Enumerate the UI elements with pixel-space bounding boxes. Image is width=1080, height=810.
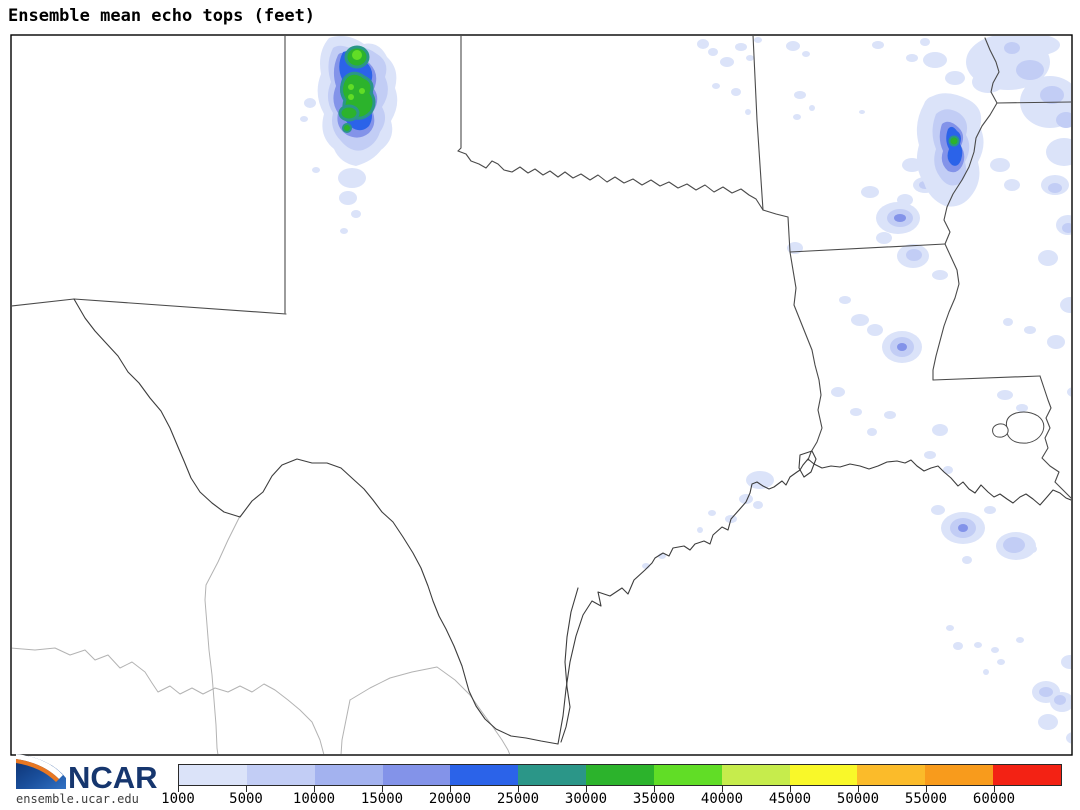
colorbar-tick xyxy=(722,786,723,792)
colorbar-segment xyxy=(993,765,1061,785)
padre-island-barrier xyxy=(560,587,579,743)
mexico-state-borders xyxy=(12,515,511,754)
colorbar-segment xyxy=(653,765,722,785)
colorbar-tick xyxy=(518,786,519,792)
texas-oklahoma-border xyxy=(457,36,462,152)
arkansas-louisiana-border xyxy=(789,243,946,253)
colorbar-segment xyxy=(925,765,994,785)
colorbar-tick-label: 10000 xyxy=(292,791,336,807)
louisiana-gulf-coast xyxy=(807,458,1071,506)
tennessee-mississippi-border xyxy=(996,101,1071,104)
colorbar-tick-label: 30000 xyxy=(564,791,608,807)
lake-maurepas xyxy=(992,423,1009,438)
galveston-bay xyxy=(798,450,817,478)
us-state-borders xyxy=(12,36,1071,745)
colorbar-segment xyxy=(382,765,451,785)
colorbar-tick-label: 25000 xyxy=(496,791,540,807)
colorbar-tick-label: 40000 xyxy=(700,791,744,807)
colorbar-segment xyxy=(450,765,519,785)
colorbar-tick-label: 15000 xyxy=(360,791,404,807)
echo-storm-mississippi xyxy=(916,93,984,207)
colorbar-segment xyxy=(179,765,247,785)
colorbar-segment xyxy=(246,765,315,785)
colorbar-tick xyxy=(586,786,587,792)
colorbar-tick-label: 60000 xyxy=(972,791,1016,807)
colorbar-tick xyxy=(382,786,383,792)
ncar-logo-swoosh-white xyxy=(16,754,63,779)
mississippi-river-border xyxy=(932,37,1000,381)
ncar-logo-text: NCAR xyxy=(68,760,158,795)
site-url: ensemble.ucar.edu xyxy=(16,792,139,806)
colorbar-tick-label: 45000 xyxy=(768,791,812,807)
colorbar-tick xyxy=(314,786,315,792)
colorbar-tick-label: 1000 xyxy=(161,791,195,807)
colorbar-tick-label: 20000 xyxy=(428,791,472,807)
colorbar-segment xyxy=(518,765,587,785)
colorbar-tick xyxy=(926,786,927,792)
colorbar-tick-label: 55000 xyxy=(904,791,948,807)
map-frame xyxy=(10,34,1073,756)
ncar-logo: NCAR xyxy=(16,754,158,795)
colorbar-segment xyxy=(586,765,654,785)
echo-contours-light xyxy=(300,36,1071,744)
colorbar-segment xyxy=(314,765,383,785)
colorbar-segment xyxy=(857,765,926,785)
oklahoma-arkansas-border xyxy=(752,36,764,211)
colorbar-tick xyxy=(178,786,179,792)
red-river-border xyxy=(457,150,764,211)
mississippi-louisiana-border xyxy=(932,375,1041,381)
texas-louisiana-border xyxy=(789,251,823,461)
texas-gulf-coast xyxy=(557,458,809,745)
colorbar-tick xyxy=(994,786,995,792)
colorbar-tick-label: 35000 xyxy=(632,791,676,807)
colorbar xyxy=(178,764,1062,786)
louisiana-east-border xyxy=(1039,375,1071,499)
colorbar-tick xyxy=(790,786,791,792)
echo-storm-panhandle xyxy=(317,36,398,166)
colorbar-segment xyxy=(789,765,858,785)
lake-pontchartrain xyxy=(1005,411,1045,444)
texas-arkansas-border xyxy=(762,209,791,253)
colorbar-tick xyxy=(246,786,247,792)
rio-grande-border xyxy=(73,298,559,745)
colorbar-tick-label: 5000 xyxy=(229,791,263,807)
plot-title: Ensemble mean echo tops (feet) xyxy=(8,6,316,26)
colorbar-tick xyxy=(858,786,859,792)
colorbar-segment xyxy=(721,765,790,785)
colorbar-tick xyxy=(450,786,451,792)
ncar-logo-swoosh-orange xyxy=(16,759,59,782)
colorbar-tick-label: 50000 xyxy=(836,791,880,807)
colorbar-tick xyxy=(654,786,655,792)
